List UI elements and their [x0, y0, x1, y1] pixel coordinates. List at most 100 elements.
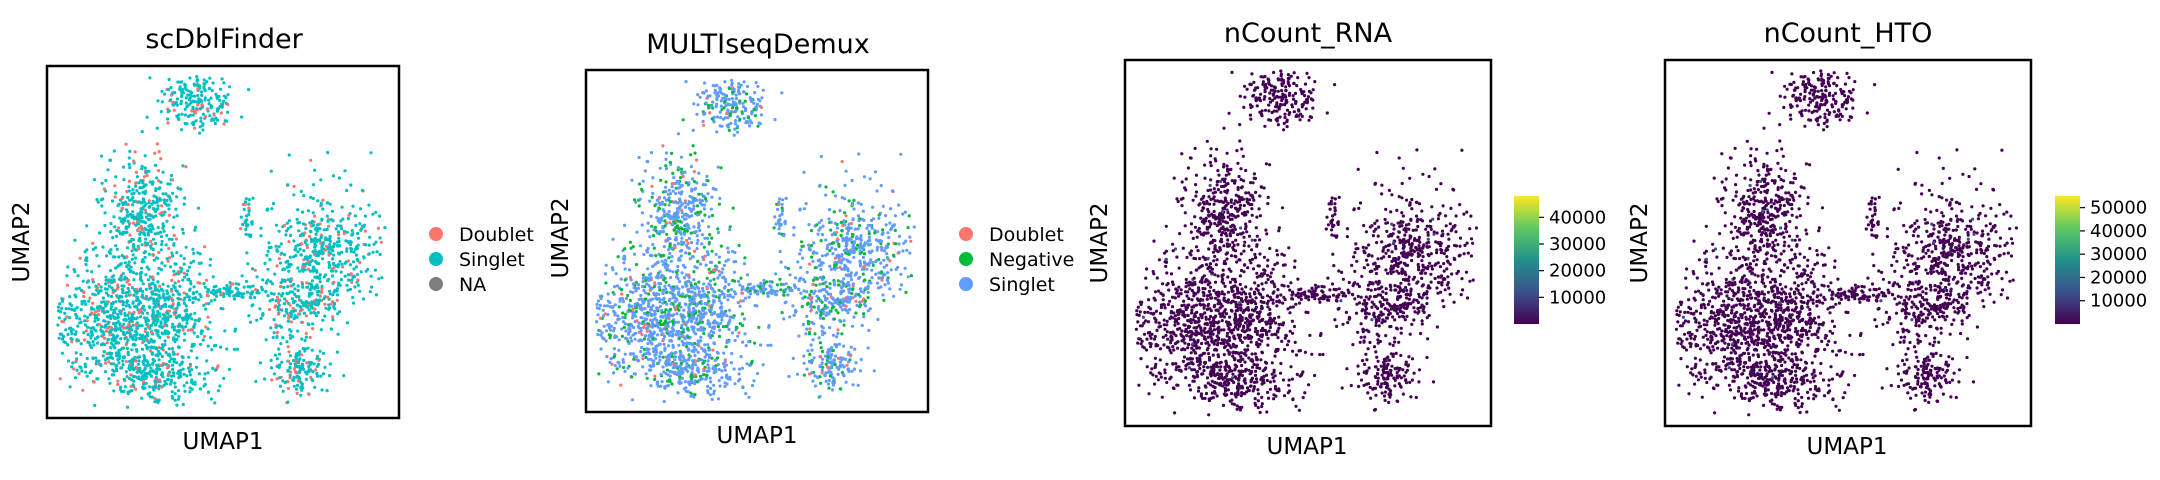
cell-point — [641, 357, 645, 361]
cell-point — [632, 252, 637, 256]
cell-point — [143, 366, 147, 370]
cell-point — [244, 279, 249, 283]
cell-point — [277, 301, 281, 305]
cell-point — [106, 280, 110, 285]
cell-point — [309, 282, 313, 286]
cell-point — [774, 272, 778, 276]
cell-point — [683, 380, 688, 384]
cell-point — [245, 224, 249, 228]
cell-point — [89, 345, 93, 350]
cell-point — [167, 297, 171, 301]
cell-point — [718, 384, 722, 388]
cell-point — [692, 278, 696, 282]
cell-point — [177, 330, 181, 334]
cell-point — [699, 312, 703, 316]
cell-point — [840, 196, 844, 200]
cell-point — [296, 361, 301, 365]
cell-point — [180, 112, 184, 116]
cell-point — [91, 247, 95, 251]
cell-point — [151, 311, 155, 315]
cell-point — [837, 244, 841, 248]
cell-point — [286, 386, 290, 391]
cell-point — [166, 182, 170, 186]
cell-point — [337, 232, 341, 237]
cell-point — [717, 269, 721, 273]
cell-point — [675, 273, 679, 277]
cell-point — [176, 388, 181, 393]
cell-point — [308, 269, 312, 273]
cell-point — [617, 338, 621, 342]
cell-point — [104, 304, 108, 308]
cell-point — [251, 196, 255, 200]
cell-point — [122, 389, 126, 393]
cell-point — [131, 301, 135, 305]
cell-point — [319, 201, 323, 205]
cell-point — [345, 188, 349, 193]
cell-point — [77, 372, 81, 376]
cell-point — [661, 322, 665, 326]
cell-point — [157, 169, 161, 173]
cell-point — [140, 215, 144, 219]
cell-point — [73, 270, 77, 274]
cell-point — [307, 308, 311, 312]
cell-point — [596, 332, 600, 337]
cell-point — [595, 306, 599, 310]
cell-point — [78, 256, 82, 260]
cell-point — [276, 312, 281, 316]
cell-point — [251, 267, 255, 271]
cell-point — [132, 379, 136, 383]
cell-point — [184, 325, 188, 329]
cell-point — [235, 347, 239, 351]
cell-point — [315, 253, 319, 257]
cell-point — [707, 267, 711, 271]
cell-point — [97, 313, 101, 317]
cell-point — [636, 358, 640, 362]
cell-point — [58, 377, 62, 381]
cell-point — [175, 306, 179, 310]
cell-point — [102, 342, 107, 347]
cell-point — [141, 385, 145, 389]
cell-point — [661, 355, 665, 359]
cell-point — [166, 332, 170, 336]
cell-point — [313, 214, 317, 218]
cell-point — [193, 225, 198, 229]
cell-point — [672, 216, 676, 221]
cell-point — [145, 334, 149, 338]
cell-point — [666, 379, 670, 383]
cell-point — [889, 207, 893, 211]
cell-point — [310, 306, 314, 310]
cell-point — [201, 112, 205, 116]
cell-point — [270, 298, 275, 302]
cell-point — [664, 198, 668, 202]
cell-point — [172, 269, 176, 273]
cell-point — [665, 302, 669, 306]
cell-point — [331, 174, 336, 178]
cell-point — [201, 338, 205, 342]
cell-point — [685, 341, 689, 346]
cell-point — [137, 336, 142, 341]
cell-point — [206, 344, 210, 348]
cell-point — [143, 336, 147, 340]
cell-point — [661, 224, 665, 229]
cell-point — [692, 330, 696, 334]
cell-point — [671, 189, 675, 193]
cell-point — [722, 362, 726, 366]
cell-point — [756, 84, 760, 88]
cell-point — [137, 302, 141, 306]
cell-point — [340, 227, 344, 231]
cell-point — [317, 276, 322, 280]
cell-point — [245, 290, 250, 294]
cell-point — [650, 184, 654, 188]
cell-point — [63, 317, 67, 321]
cell-point — [187, 366, 191, 370]
cell-point — [668, 200, 672, 204]
cell-point — [737, 243, 741, 248]
cell-point — [332, 263, 336, 267]
cell-point — [730, 288, 734, 292]
cell-point — [144, 237, 148, 241]
cell-point — [367, 252, 371, 256]
cell-point — [690, 214, 694, 218]
cell-point — [191, 99, 195, 103]
cell-point — [708, 393, 713, 397]
